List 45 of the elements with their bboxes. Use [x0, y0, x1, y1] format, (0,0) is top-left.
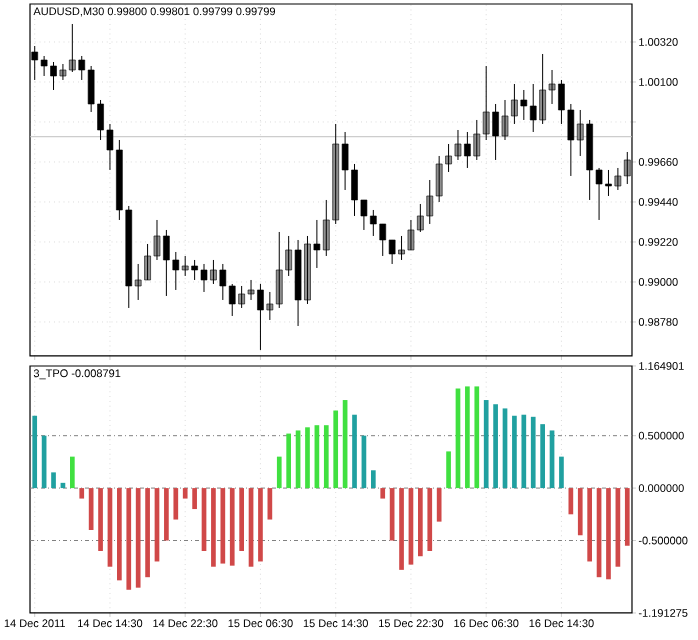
bar: [192, 488, 197, 510]
bar: [568, 488, 574, 515]
bar: [465, 386, 470, 489]
bar: [173, 488, 179, 520]
bar: [493, 404, 498, 489]
bar: [32, 415, 38, 489]
bar: [521, 414, 527, 489]
bar: [229, 488, 235, 566]
bar: [427, 488, 433, 551]
bar: [211, 488, 216, 567]
bar: [51, 472, 56, 489]
bar: [624, 488, 630, 546]
bar: [286, 433, 292, 489]
bar: [512, 415, 517, 489]
bar: [606, 488, 611, 580]
bar: [305, 427, 310, 489]
bar: [239, 488, 244, 551]
bar: [436, 488, 442, 522]
bar: [352, 414, 357, 489]
bar: [559, 456, 564, 489]
bar: [126, 488, 132, 590]
bar: [135, 488, 141, 588]
bar: [220, 488, 226, 564]
bar: [323, 425, 329, 489]
bar: [483, 400, 489, 489]
bar: [182, 488, 188, 499]
bar: [530, 416, 536, 489]
bar: [577, 488, 583, 536]
bar: [333, 410, 339, 489]
bar: [79, 488, 85, 499]
bar: [117, 488, 122, 581]
bar: [474, 386, 480, 489]
bar: [69, 456, 75, 489]
bar: [164, 488, 169, 541]
bar: [370, 470, 376, 489]
bar: [446, 451, 451, 489]
bar: [258, 488, 263, 562]
bar: [587, 488, 593, 562]
bar: [145, 488, 150, 578]
bar: [418, 488, 423, 557]
bar: [540, 424, 545, 489]
bar: [276, 456, 282, 489]
bar: [380, 488, 386, 499]
bar: [98, 488, 103, 551]
bar: [399, 488, 404, 570]
